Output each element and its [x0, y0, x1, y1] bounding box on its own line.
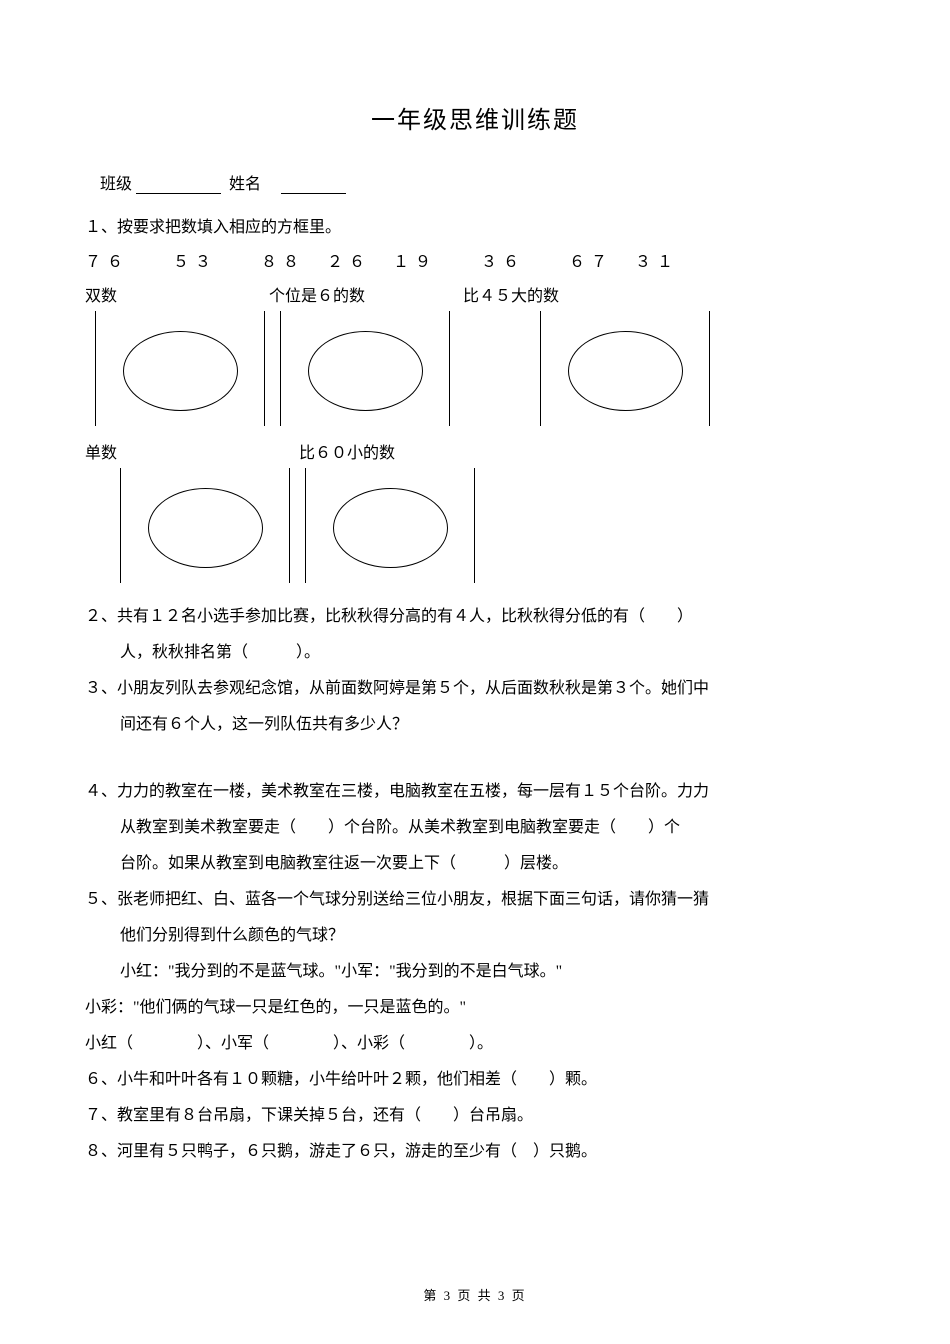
q1-text: １、按要求把数填入相应的方框里。 — [85, 212, 865, 244]
oval-container-gewei6 — [280, 311, 450, 426]
cat-shuang: 双数 — [85, 282, 265, 306]
q5-line2: 他们分别得到什么颜色的气球？ — [85, 920, 865, 952]
name-blank[interactable] — [281, 178, 346, 194]
ovals-row-2 — [85, 468, 865, 593]
oval-gewei6[interactable] — [308, 331, 423, 411]
q5-line1: ５、张老师把红、白、蓝各一个气球分别送给三位小朋友，根据下面三句话，请你猜一猜 — [85, 884, 865, 916]
name-label: 姓名 — [229, 176, 261, 193]
class-label: 班级 — [100, 176, 132, 193]
oval-container-bi45 — [540, 311, 710, 426]
cat-bi45: 比４５大的数 — [463, 282, 559, 306]
cat-gewei6: 个位是６的数 — [269, 282, 459, 306]
q3-line2: 间还有６个人，这一列队伍共有多少人？ — [85, 709, 865, 741]
q1-categories-row1: 双数 个位是６的数 比４５大的数 — [85, 282, 865, 306]
oval-container-shuang — [95, 311, 265, 426]
page-footer: 第 3 页 共 3 页 — [0, 1285, 950, 1304]
q1-categories-row2: 单数 比６０小的数 — [85, 439, 865, 463]
oval-bi45[interactable] — [568, 331, 683, 411]
oval-bi60[interactable] — [333, 488, 448, 568]
q2-line2: 人，秋秋排名第（ ）。 — [85, 637, 865, 669]
q4-line1: ４、力力的教室在一楼，美术教室在三楼，电脑教室在五楼，每一层有１５个台阶。力力 — [85, 776, 865, 808]
class-blank[interactable] — [136, 178, 221, 194]
q8: ８、河里有５只鸭子，６只鹅，游走了６只，游走的至少有（ ）只鹅。 — [85, 1136, 865, 1168]
q1-numbers: ７６ ５３ ８８ ２６ １９ ３６ ６７ ３１ — [85, 248, 865, 272]
q5-line5: 小红（ ）、小军（ ）、小彩（ ）。 — [85, 1028, 865, 1060]
q3-line1: ３、小朋友列队去参观纪念馆，从前面数阿婷是第５个，从后面数秋秋是第３个。她们中 — [85, 673, 865, 705]
page-title: 一年级思维训练题 — [85, 100, 865, 135]
cat-dan: 单数 — [85, 439, 295, 463]
q6: ６、小牛和叶叶各有１０颗糖，小牛给叶叶２颗，他们相差（ ）颗。 — [85, 1064, 865, 1096]
oval-dan[interactable] — [148, 488, 263, 568]
q5-line3: 小红："我分到的不是蓝气球。"小军："我分到的不是白气球。" — [85, 956, 865, 988]
q4-line3: 台阶。如果从教室到电脑教室往返一次要上下（ ）层楼。 — [85, 848, 865, 880]
oval-shuang[interactable] — [123, 331, 238, 411]
student-info-line: 班级 姓名 — [85, 170, 865, 194]
q5-line4: 小彩："他们俩的气球一只是红色的，一只是蓝色的。" — [85, 992, 865, 1024]
oval-container-dan — [120, 468, 290, 583]
cat-bi60: 比６０小的数 — [299, 445, 395, 462]
oval-container-bi60 — [305, 468, 475, 583]
q7: ７、教室里有８台吊扇，下课关掉５台，还有（ ）台吊扇。 — [85, 1100, 865, 1132]
q2-line1: ２、共有１２名小选手参加比赛，比秋秋得分高的有４人，比秋秋得分低的有（ ） — [85, 601, 865, 633]
ovals-row-1 — [85, 311, 865, 431]
q4-line2: 从教室到美术教室要走（ ）个台阶。从美术教室到电脑教室要走（ ）个 — [85, 812, 865, 844]
